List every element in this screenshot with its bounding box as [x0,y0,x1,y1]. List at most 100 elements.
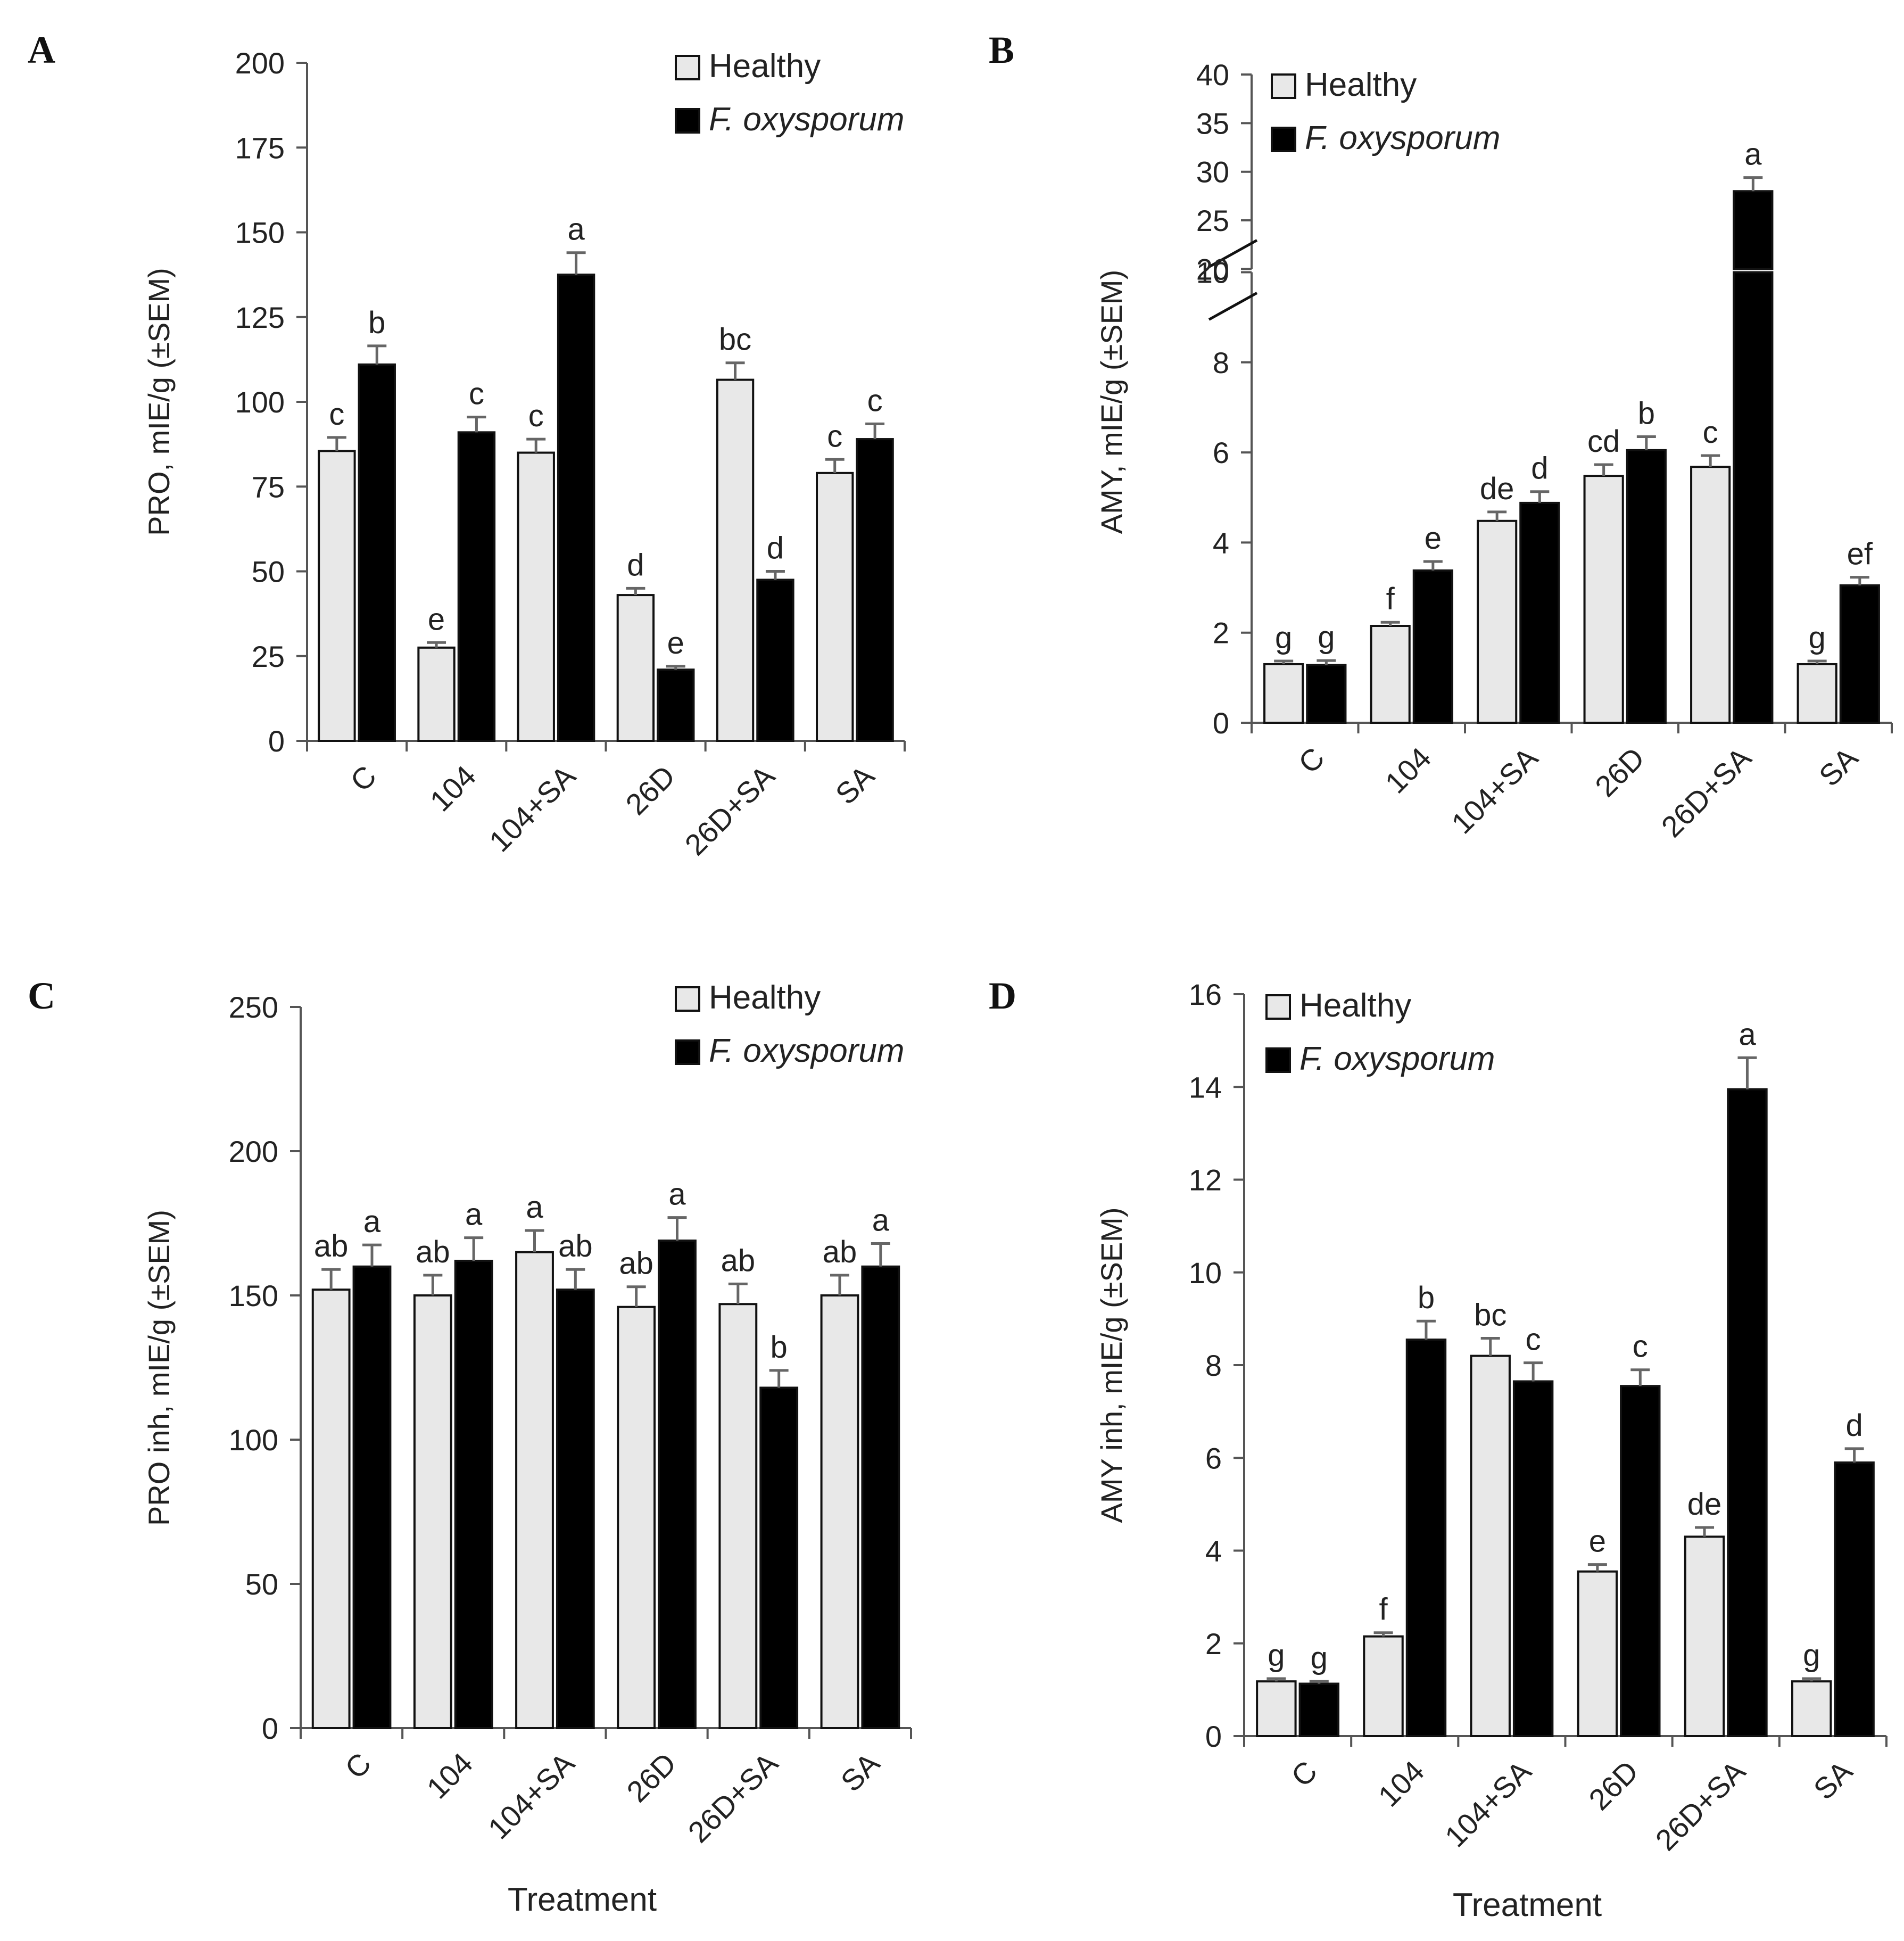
bar-healthy [1263,663,1304,724]
x-tick-label: 26D [619,759,681,821]
legend-swatch-healthy [1265,994,1291,1020]
x-tick-label: 26D+SA [1649,1754,1752,1857]
y-tick-label: 16 [1189,978,1222,1011]
significance-letter-fox: a [1739,1017,1756,1052]
significance-letter-fox: e [667,626,684,660]
significance-letter-fox: c [1526,1323,1541,1357]
significance-letter-healthy: g [1803,1638,1820,1673]
x-tick-label: 26D+SA [1655,740,1758,844]
bar-healthy [1577,1570,1618,1738]
y-tick-label: 2 [1205,1627,1222,1661]
legend-label-fox: F. oxysporum [709,101,905,138]
panel-letter: B [989,29,1014,71]
x-tick-label: 26D+SA [682,1746,785,1849]
legend-swatch-fox [1271,127,1296,152]
legend-swatch-fox [675,1039,700,1065]
y-tick-label: 2 [1213,616,1229,650]
y-tick-label: 4 [1205,1534,1222,1568]
x-axis-label: Treatment [1453,1887,1602,1923]
x-tick-label: C [1285,1754,1323,1793]
x-tick-label: SA [1812,740,1865,792]
bar-fox [556,1289,595,1729]
bar-fox [861,1265,900,1730]
bar-healthy [318,450,356,742]
significance-letter-fox: a [872,1203,890,1237]
significance-letter-healthy: ab [416,1235,450,1269]
significance-letter-healthy: e [428,602,445,637]
bar-healthy [1370,625,1411,724]
y-tick-label: 125 [235,301,285,334]
legend-label-fox: F. oxysporum [1305,120,1501,156]
significance-letter-healthy: cd [1587,424,1620,459]
y-tick-label: 175 [235,131,285,164]
y-tick-label: 10 [1196,255,1229,289]
y-tick-label: 50 [245,1567,278,1601]
bar-fox [1620,1385,1661,1738]
significance-letter-fox: a [668,1177,686,1212]
x-tick-label: SA [834,1746,887,1798]
significance-letter-healthy: g [1809,621,1826,655]
significance-letter-healthy: bc [719,323,751,357]
significance-letter-healthy: c [528,399,544,433]
y-tick-label: 35 [1196,106,1229,140]
bar-fox [1839,584,1880,724]
bar-healthy [820,1294,859,1729]
bar-fox [1412,569,1453,724]
panel-letter: D [989,974,1016,1017]
x-tick-label: 26D [1588,741,1651,803]
y-tick-label: 100 [235,385,285,419]
bar-fox [557,274,595,742]
y-tick-label: 50 [252,555,285,589]
x-tick-label: 26D [1582,1754,1644,1816]
bar-healthy [1791,1680,1832,1737]
bar-fox [1519,501,1560,724]
x-axis-label: Treatment [508,1881,657,1918]
x-tick-label: 26D [620,1746,682,1808]
axis-break-mark [1208,292,1258,321]
bar-healthy [1477,519,1518,724]
significance-letter-fox: c [867,383,883,418]
bar-fox [1512,1380,1554,1737]
y-tick-label: 150 [229,1279,278,1312]
bar-healthy [718,1303,758,1729]
legend-label-healthy: Healthy [709,48,821,85]
significance-letter-healthy: a [526,1190,543,1225]
bar-fox [657,668,695,742]
significance-letter-fox: c [469,377,484,411]
significance-letter-fox: b [1418,1281,1435,1315]
significance-letter-healthy: f [1379,1592,1388,1627]
bar-fox [1733,271,1774,724]
bar-healthy [716,378,755,742]
y-tick-label: 14 [1189,1070,1222,1104]
bar-fox-upper [1733,190,1774,270]
y-axis-label: PRO inh, mIE/g (±SEM) [142,1210,176,1526]
significance-letter-healthy: ab [823,1235,857,1269]
y-tick-label: 100 [229,1423,278,1457]
legend-swatch-healthy [675,986,700,1012]
legend-label-fox: F. oxysporum [709,1033,905,1069]
significance-letter-healthy: f [1386,582,1395,616]
y-tick-label: 10 [1189,1256,1222,1290]
bar-fox [454,1259,493,1729]
x-tick-label: C [338,1746,377,1785]
y-tick-label: 30 [1196,155,1229,189]
y-tick-label: 4 [1213,526,1229,559]
significance-letter-healthy: g [1275,621,1292,655]
bar-healthy [413,1294,452,1729]
bar-healthy [311,1289,351,1729]
legend-swatch-fox [675,108,700,134]
bar-fox [358,363,396,742]
bar-fox [1405,1339,1447,1738]
x-tick-label: 104 [420,1746,479,1805]
significance-letter-fox: a [363,1204,381,1239]
bar-healthy [517,451,555,742]
bar-fox [1727,1088,1768,1737]
y-tick-label: 250 [229,990,278,1024]
bar-healthy [1690,466,1731,724]
y-tick-label: 40 [1196,58,1229,92]
bar-healthy [816,472,854,742]
y-tick-label: 75 [252,470,285,503]
significance-letter-fox: a [465,1197,483,1232]
